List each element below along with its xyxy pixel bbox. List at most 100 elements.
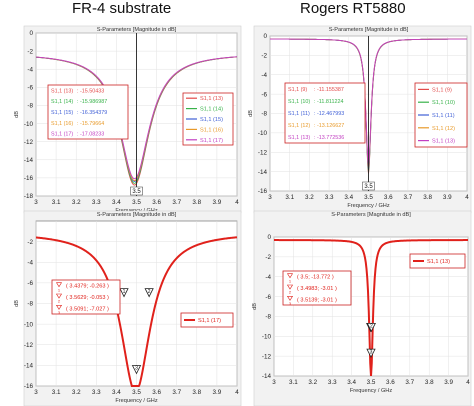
x-tick-label: 3.3: [325, 194, 334, 201]
chart-rogers-sweep: S-Parameters [Magnitude in dB] 3 3.1 3.2 3.3…: [248, 25, 472, 214]
readout-label: S1,1 (15): [51, 110, 73, 116]
legend-label: S1,1 (15): [200, 117, 223, 123]
x-tick-label: 3: [268, 194, 272, 201]
x-axis-label: Frequency / GHz: [350, 388, 392, 394]
legend-label: S1,1 (11): [432, 113, 455, 119]
curve-marker-label: 3: [135, 366, 138, 372]
chart-title: S-Parameters [Magnitude in dB]: [97, 212, 177, 218]
readout-box: [282, 270, 352, 306]
x-tick-label: 3.8: [192, 389, 201, 396]
readout-label: 1: [289, 278, 292, 283]
readout-label: S1,1 (10): [288, 99, 310, 105]
x-tick-label: 3.5: [132, 389, 141, 396]
x-tick-label: 3: [272, 379, 276, 386]
y-tick-label: 0: [267, 234, 271, 241]
legend-label: S1,1 (13): [200, 96, 223, 102]
x-tick-label: 3.6: [386, 379, 395, 386]
y-tick-label: -8: [27, 103, 33, 110]
chart-title: S-Parameters [Magnitude in dB]: [329, 27, 409, 33]
x-tick-label: 3.2: [305, 194, 314, 201]
readout-value: ( 3.4983; -3.01 ): [297, 286, 337, 292]
chart-fr4-single: S-Parameters [Magnitude in dB] 3 3.1 3.2 3.3…: [14, 210, 242, 406]
y-tick-label: -12: [258, 149, 268, 156]
y-tick-label: -12: [262, 353, 272, 360]
y-tick-label: -16: [24, 175, 34, 182]
readout-value: : -12.467993: [314, 111, 344, 117]
readout-label: S1,1 (9): [288, 87, 307, 93]
fr4-heading: FR-4 substrate: [72, 0, 172, 17]
curve-marker-label: 1: [123, 289, 126, 295]
readout-value: : -15.50433: [77, 88, 104, 94]
x-tick-label: 3.5: [132, 199, 141, 206]
x-axis-label: Frequency / GHz: [347, 203, 389, 209]
y-tick-label: -12: [24, 139, 34, 146]
x-tick-label: 4: [235, 389, 239, 396]
x-tick-label: 3.7: [172, 389, 181, 396]
legend-label: S1,1 (17): [200, 138, 223, 144]
readout-box: [284, 82, 366, 144]
x-tick-label: 3.1: [289, 379, 298, 386]
y-tick-label: -14: [24, 157, 34, 164]
x-axis-label: Frequency / GHz: [115, 398, 157, 404]
x-tick-label: 3.5: [364, 194, 373, 201]
curve-marker: [366, 348, 376, 359]
chart-rogers-single: S-Parameters [Magnitude in dB] 3 3.1 3.2 3.3…: [252, 210, 472, 406]
y-tick-label: -8: [261, 111, 267, 118]
curve-marker: [366, 322, 376, 333]
x-tick-label: 3: [34, 389, 38, 396]
x-tick-label: 3.1: [52, 199, 61, 206]
readout-label: S1,1 (16): [51, 121, 73, 127]
readout-value: ( 3.5091; -7.027 ): [66, 306, 109, 312]
x-tick-label: 3.2: [72, 199, 81, 206]
readout-value: : -15.79664: [77, 121, 104, 127]
x-tick-label: 4: [465, 194, 469, 201]
y-tick-label: -10: [24, 121, 34, 128]
frequency-marker-box: [362, 181, 375, 191]
readout-marker-icon: [55, 293, 63, 299]
y-tick-label: -12: [24, 342, 34, 349]
y-tick-label: -2: [265, 254, 271, 261]
y-tick-label: -10: [258, 130, 268, 137]
x-tick-label: 3.7: [404, 194, 413, 201]
readout-value: : -11.155387: [314, 87, 344, 93]
readout-label: 1: [58, 287, 61, 292]
readout-marker-icon: [55, 282, 63, 288]
chart-fr4-sweep: S-Parameters [Magnitude in dB] 3 3.1 3.2 3.3…: [14, 25, 242, 214]
curve-marker: [131, 365, 142, 375]
x-tick-label: 3.3: [328, 379, 337, 386]
curve-marker-label: 2: [148, 289, 151, 295]
y-tick-label: -8: [265, 314, 271, 321]
readout-marker-icon: [286, 296, 294, 301]
readout-box: [47, 84, 129, 140]
readout-value: : -13.126627: [314, 123, 344, 129]
readout-value: ( 3.5; -13.772 ): [297, 275, 334, 281]
y-tick-label: -14: [262, 373, 272, 380]
x-tick-label: 3.8: [192, 199, 201, 206]
y-tick-label: -16: [258, 188, 268, 195]
readout-value: : -13.772536: [314, 135, 344, 141]
legend-box: [182, 92, 234, 146]
x-tick-label: 3.4: [347, 379, 356, 386]
curve-marker: [119, 288, 129, 298]
x-tick-label: 3.1: [52, 389, 61, 396]
x-tick-label: 4: [466, 379, 470, 386]
readout-value: : -16.354379: [77, 110, 107, 116]
x-tick-label: 4: [235, 199, 239, 206]
readout-label: 2: [58, 299, 61, 304]
legend-box: [409, 253, 466, 269]
x-tick-label: 3.8: [425, 379, 434, 386]
y-tick-label: -2: [27, 239, 33, 246]
x-tick-label: 3.2: [72, 389, 81, 396]
y-tick-label: -6: [265, 294, 271, 301]
readout-value: ( 3.5139; -3.01 ): [297, 297, 337, 303]
readout-value: ( 3.4379; -0.263 ): [66, 284, 109, 290]
y-tick-label: -4: [265, 274, 271, 281]
y-tick-label: -6: [27, 85, 33, 92]
frequency-marker-box: [130, 186, 143, 196]
y-tick-label: -6: [261, 91, 267, 98]
readout-label: S1,1 (11): [288, 111, 310, 117]
y-tick-label: -10: [24, 321, 34, 328]
readout-label: S1,1 (17): [51, 132, 73, 138]
y-tick-label: -6: [27, 280, 33, 287]
